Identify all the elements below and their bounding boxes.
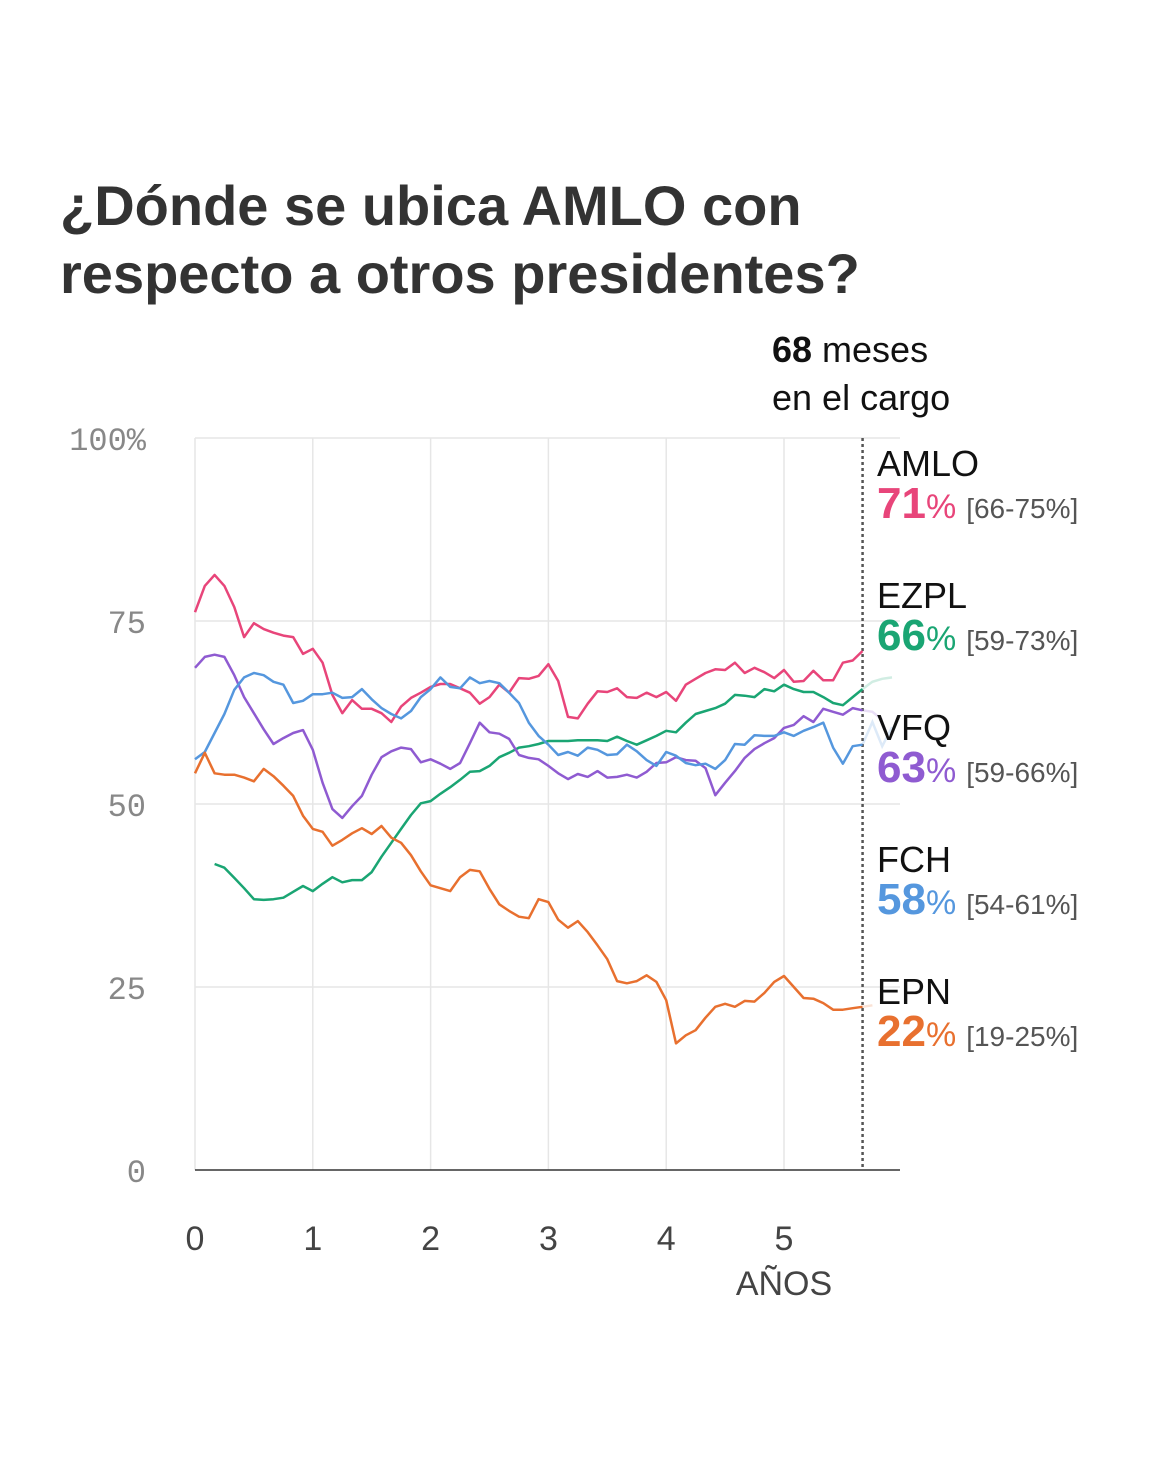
series-line-epn: [193, 751, 863, 1045]
y-tick-label: 0: [127, 1155, 146, 1192]
series-line-projection-epn: [862, 1004, 873, 1009]
y-tick-label: 50: [108, 789, 146, 826]
series-line-projection-fch: [861, 718, 894, 750]
series-name: AMLO: [877, 443, 980, 484]
series-name: VFQ: [877, 707, 952, 748]
series-line-fch: [194, 671, 863, 771]
series-value: 63: [877, 743, 926, 792]
percent-sign: %: [925, 1016, 957, 1054]
months-line2: en el cargo: [772, 377, 951, 418]
series-label-ezpl: EZPL 66% [59-73%]: [877, 576, 1078, 661]
x-tick-label: 5: [775, 1220, 794, 1258]
series-range: [59-73%]: [966, 625, 1079, 656]
series-range: [59-66%]: [966, 757, 1079, 788]
x-axis-label: AÑOS: [736, 1265, 832, 1303]
x-tick-label: 0: [186, 1220, 205, 1258]
series-label-epn: EPN 22% [19-25%]: [877, 972, 1078, 1057]
series-line-projection-vfq: [862, 709, 883, 721]
series-value: 22: [877, 1007, 926, 1056]
x-tick-label: 2: [421, 1220, 440, 1258]
series-range: [54-61%]: [966, 889, 1079, 920]
series-value: 58: [877, 875, 926, 924]
percent-sign: %: [925, 884, 957, 922]
series-name: EPN: [877, 971, 952, 1012]
x-tick-label: 3: [539, 1220, 558, 1258]
series-name: EZPL: [877, 575, 968, 616]
percent-sign: %: [925, 488, 957, 526]
series-line-vfq: [194, 653, 863, 820]
series-range: [66-75%]: [966, 493, 1079, 524]
y-tick-label: 25: [108, 972, 146, 1009]
y-tick-label: 100%: [69, 423, 147, 460]
series-range: [19-25%]: [966, 1021, 1079, 1052]
months-suffix: meses: [812, 329, 929, 370]
y-tick-label: 75: [108, 606, 146, 643]
x-tick-label: 4: [657, 1220, 676, 1258]
percent-sign: %: [925, 620, 957, 658]
series-value: 71: [877, 479, 926, 528]
series-line-ezpl: [214, 683, 864, 902]
months-count: 68: [772, 329, 813, 370]
percent-sign: %: [925, 752, 957, 790]
series-name: FCH: [877, 839, 951, 880]
series-label-vfq: VFQ 63% [59-66%]: [877, 708, 1078, 793]
chart-title: ¿Dónde se ubica AMLO con respecto a otro…: [60, 174, 860, 305]
series-line-projection-ezpl: [861, 676, 893, 691]
series-line-amlo: [193, 573, 864, 724]
series-value: 66: [877, 611, 926, 660]
series-label-fch: FCH 58% [54-61%]: [877, 840, 1078, 925]
series-label-amlo: AMLO 71% [66-75%]: [877, 444, 1078, 529]
x-tick-label: 1: [303, 1220, 322, 1258]
months-annotation: 68 meses en el cargo: [772, 326, 950, 422]
